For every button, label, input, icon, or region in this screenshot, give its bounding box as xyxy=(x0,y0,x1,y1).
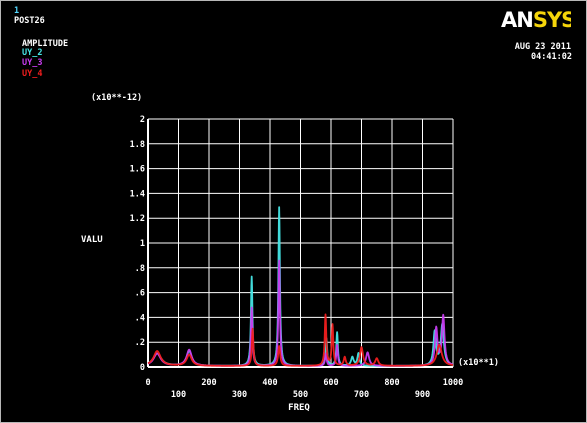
x-tick-label: 0 xyxy=(145,378,150,388)
post-processor-label: POST26 xyxy=(14,16,45,26)
ansys-logo: ANSYS xyxy=(501,8,571,31)
series-lines xyxy=(147,206,454,367)
y-tick-label: 0 xyxy=(140,363,145,373)
window-number: 1 xyxy=(14,6,20,16)
x-tick-label: 600 xyxy=(323,378,338,388)
x-axis-label: FREQ xyxy=(288,403,310,413)
y-tick-label: 2 xyxy=(140,115,145,125)
x-tick-label: 900 xyxy=(415,390,430,400)
y-tick-label: 1.6 xyxy=(130,165,145,175)
amplitude-label: AMPLITUDE xyxy=(22,39,69,49)
x-tick-label: 300 xyxy=(232,390,247,400)
y-tick-label: 1.8 xyxy=(130,140,145,150)
x-tick-label: 400 xyxy=(262,378,277,388)
x-tick-label: 500 xyxy=(293,390,308,400)
x-tick-label: 100 xyxy=(171,390,186,400)
legend-item-uy2: UY_2 xyxy=(22,48,43,58)
series-line-uy-4 xyxy=(147,313,454,367)
x-tick-label: 1000 xyxy=(443,378,463,388)
svg-text:ANSYS: ANSYS xyxy=(501,8,571,31)
logo-prefix: AN xyxy=(501,8,533,31)
y-tick-label: .2 xyxy=(135,338,145,348)
y-tick-label: 1.4 xyxy=(130,189,145,199)
y-tick-label: 1 xyxy=(140,239,145,249)
y-tick-label: .4 xyxy=(135,313,145,323)
y-tick-label: 1.2 xyxy=(130,214,145,224)
x-axis-multiplier: (x10**1) xyxy=(458,358,499,368)
legend-item-uy3: UY_3 xyxy=(22,58,43,68)
x-tick-label: 800 xyxy=(384,378,399,388)
date-stamp: AUG 23 2011 xyxy=(514,42,571,52)
y-tick-label: .8 xyxy=(135,264,145,274)
x-tick-label: 200 xyxy=(201,378,216,388)
tick-labels: 0 100 200 300 400 500 600 700 800 900 1000 0 .2 .4 .6.… xyxy=(130,115,464,400)
y-tick-label: .6 xyxy=(135,289,145,299)
grid-lines xyxy=(147,118,454,368)
y-axis-label: VALU xyxy=(81,235,103,245)
x-tick-label: 700 xyxy=(354,390,369,400)
time-stamp: 04:41:02 xyxy=(531,52,572,62)
legend-item-uy4: UY_4 xyxy=(22,69,43,79)
logo-suffix: SYS xyxy=(533,8,571,31)
y-axis-multiplier: (x10**-12) xyxy=(91,93,142,103)
